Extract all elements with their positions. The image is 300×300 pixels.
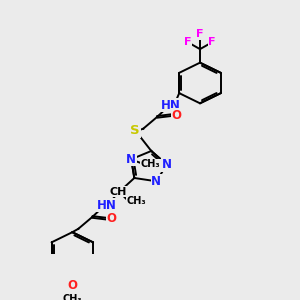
Text: N: N xyxy=(162,158,172,171)
Text: CH₃: CH₃ xyxy=(127,196,146,206)
Text: F: F xyxy=(208,37,216,47)
Text: N: N xyxy=(126,153,136,166)
Text: CH₃: CH₃ xyxy=(140,159,160,169)
Text: O: O xyxy=(67,279,77,292)
Text: S: S xyxy=(130,124,140,137)
Text: F: F xyxy=(196,29,204,39)
Text: F: F xyxy=(184,37,192,47)
Text: CH: CH xyxy=(110,187,127,196)
Text: HN: HN xyxy=(161,98,181,112)
Text: CH₃: CH₃ xyxy=(62,294,82,300)
Text: N: N xyxy=(151,175,161,188)
Text: O: O xyxy=(106,212,116,225)
Text: HN: HN xyxy=(96,199,116,212)
Text: O: O xyxy=(171,109,181,122)
